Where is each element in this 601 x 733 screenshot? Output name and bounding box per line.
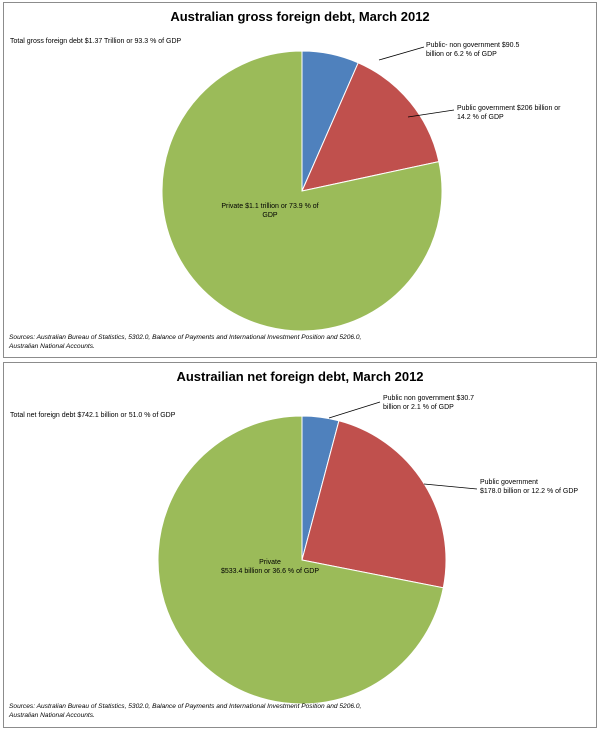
gross-debt-pie: Public- non government $90.5 billion or 6… <box>161 42 561 332</box>
net-debt-pie: Public non government $30.7 billion or 2.… <box>157 395 578 705</box>
slice-label: Public- non government $90.5 billion or 6… <box>426 42 519 58</box>
slice-label: Public government $178.0 billion or 12.2 … <box>480 479 578 495</box>
source-line: Australian National Accounts. <box>9 343 95 350</box>
leader-line <box>423 483 478 490</box>
leader-line <box>328 401 381 419</box>
source-line: Australian National Accounts. <box>9 712 95 719</box>
slice-label: Private $533.4 billion or 36.6 % of GDP <box>221 559 319 575</box>
source-note: Sources: Australian Bureau of Statistics… <box>9 333 429 351</box>
gross-debt-chart-panel: Australian gross foreign debt, March 201… <box>3 2 597 358</box>
source-line: Sources: Australian Bureau of Statistics… <box>9 703 362 710</box>
pie-slice <box>157 415 444 705</box>
net-debt-chart-panel: Austrailian net foreign debt, March 2012… <box>3 362 597 728</box>
source-note: Sources: Australian Bureau of Statistics… <box>9 702 429 720</box>
slice-label: Public government $206 billion or 14.2 % … <box>457 105 561 121</box>
source-line: Sources: Australian Bureau of Statistics… <box>9 334 362 341</box>
pie-slice <box>301 62 440 192</box>
pie-slice <box>161 50 443 332</box>
leader-line <box>407 109 455 118</box>
chart-title: Austrailian net foreign debt, March 2012 <box>176 369 424 384</box>
chart-title: Australian gross foreign debt, March 201… <box>170 9 430 24</box>
total-note: Total net foreign debt $742.1 billion or… <box>10 412 176 419</box>
slice-label: Private $1.1 trillion or 73.9 % of GDP <box>221 203 318 219</box>
total-note: Total gross foreign debt $1.37 Trillion … <box>10 38 182 45</box>
leader-line <box>378 46 425 61</box>
slice-label: Public non government $30.7 billion or 2.… <box>383 395 474 411</box>
